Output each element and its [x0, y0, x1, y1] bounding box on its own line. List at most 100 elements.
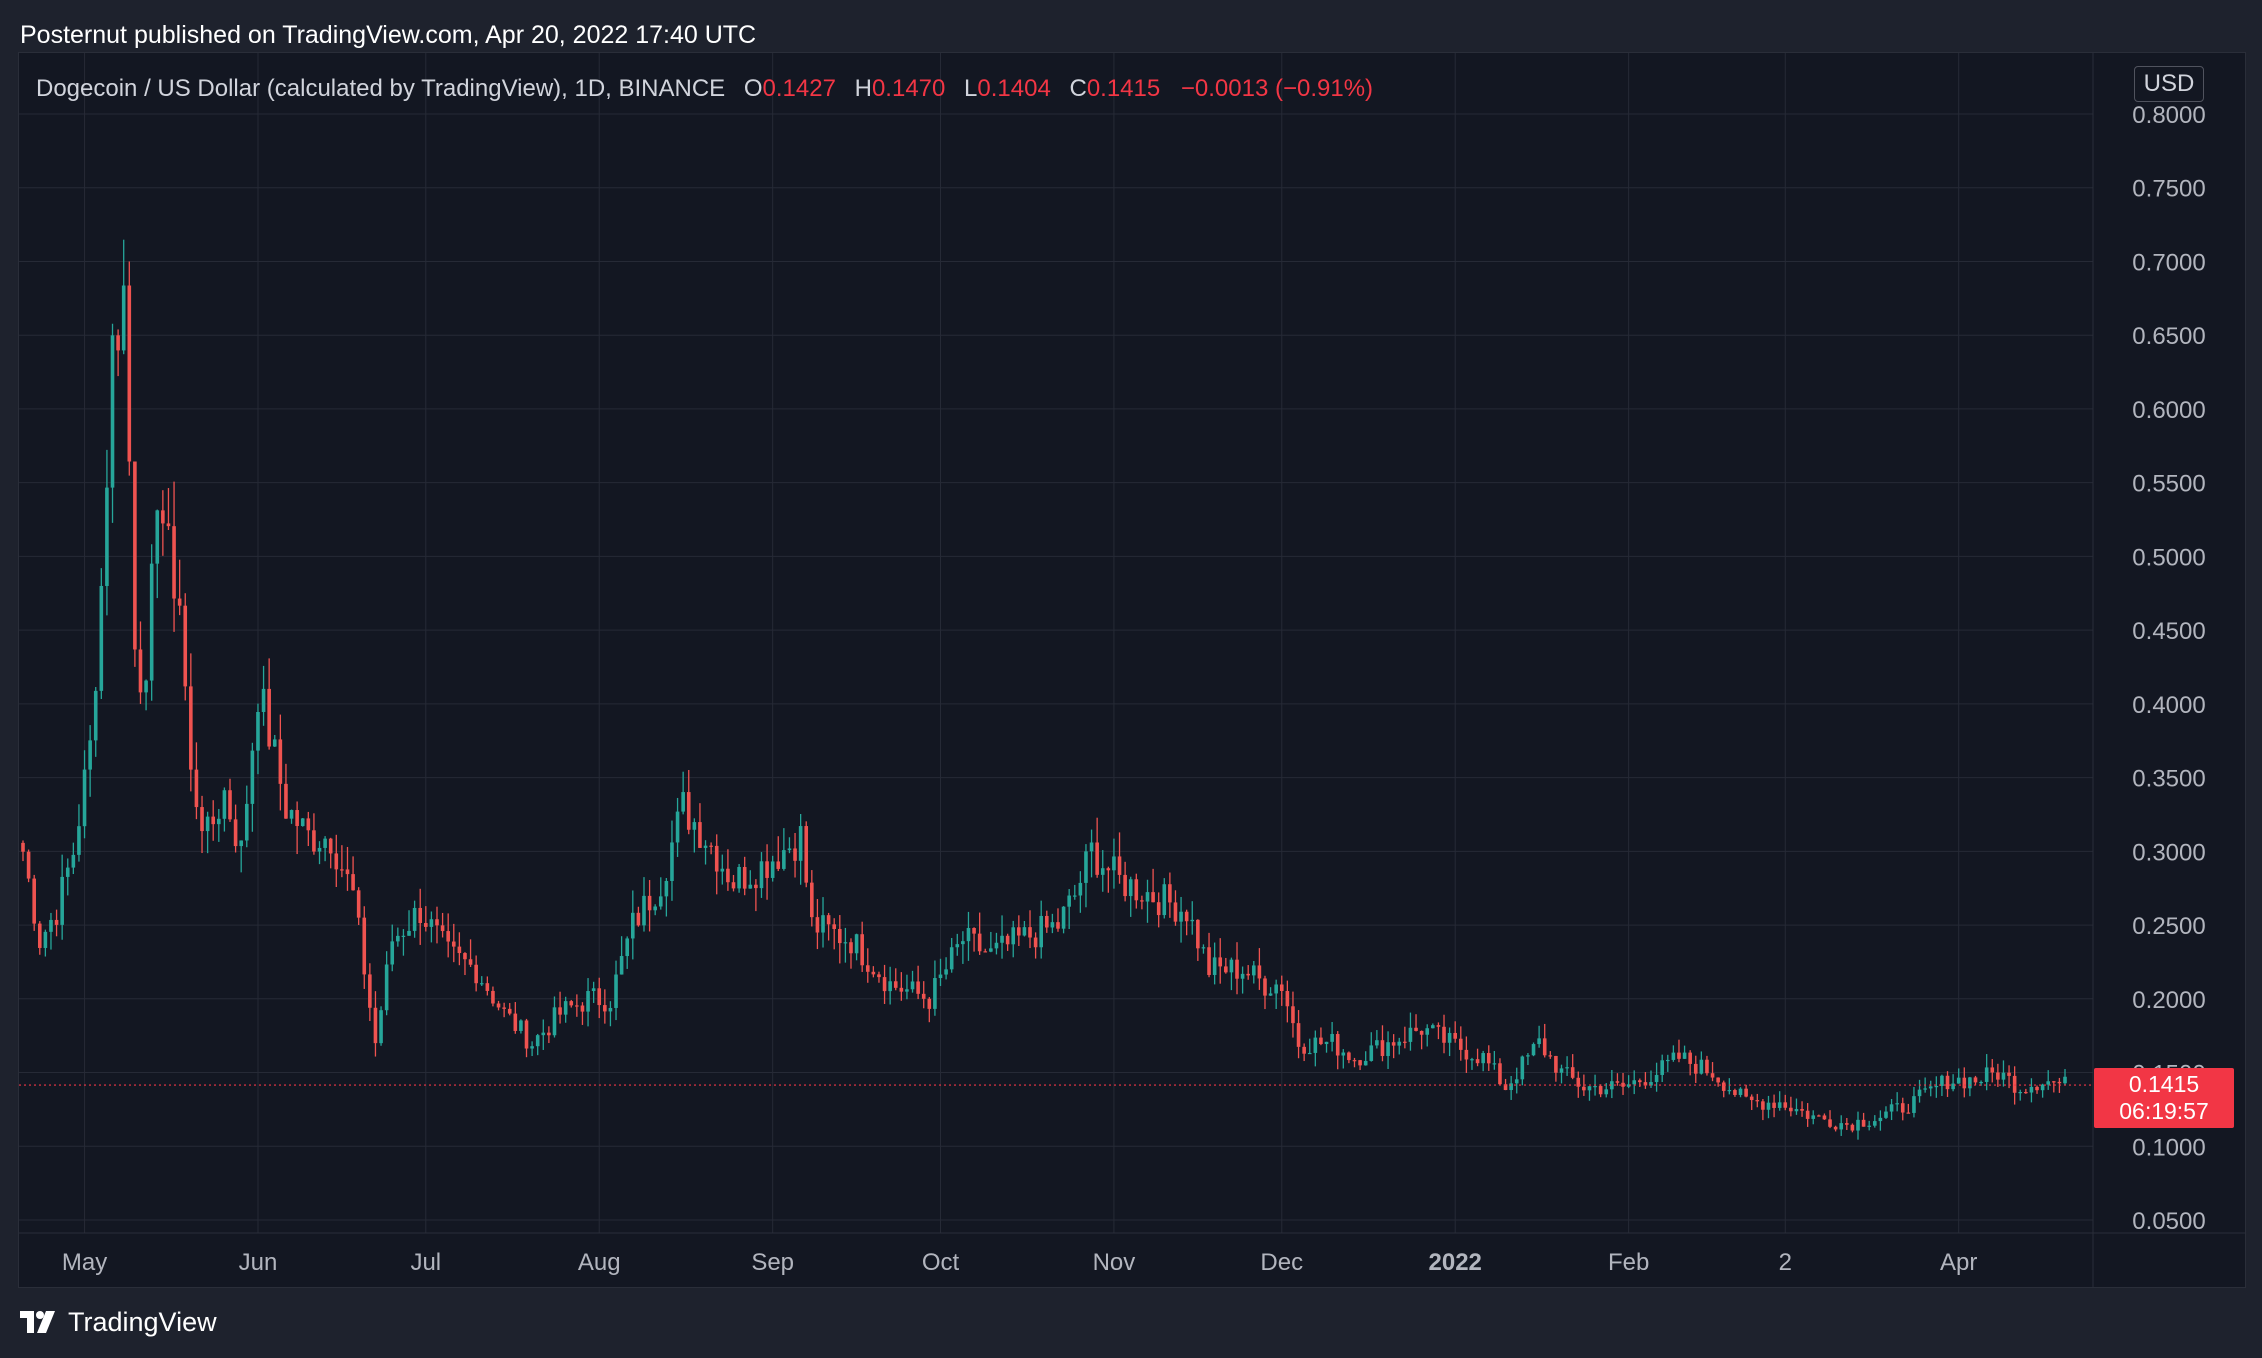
candle-body	[714, 845, 719, 872]
candle-body	[1973, 1077, 1978, 1083]
candle-body	[177, 598, 182, 606]
candle-body	[1028, 927, 1032, 938]
candle-body	[603, 1005, 607, 1012]
last-price-label: 0.1415 06:19:57	[2094, 1068, 2234, 1128]
candle-body	[440, 925, 445, 932]
candle-body	[1352, 1060, 1357, 1062]
candle-body	[306, 818, 311, 831]
currency-button[interactable]: USD	[2134, 66, 2204, 102]
candle-body	[2029, 1086, 2034, 1093]
candle-body	[2063, 1076, 2067, 1084]
candle-body	[37, 923, 42, 948]
candle-body	[832, 924, 837, 929]
candle-body	[1112, 856, 1116, 871]
candle-body	[843, 942, 848, 944]
candle-body	[233, 819, 238, 847]
y-tick-label: 0.6000	[2132, 397, 2205, 424]
candle-body	[1285, 991, 1290, 1007]
candle-body	[1123, 874, 1127, 897]
candle-body	[927, 998, 932, 1009]
symbol-title[interactable]: Dogecoin / US Dollar (calculated by Trad…	[36, 75, 726, 102]
candle-body	[1319, 1037, 1323, 1045]
chart-area[interactable]: 0.8000 0.7500 0.7000 0.6500 0.6000 0.5500 0.50…	[18, 52, 2246, 1288]
candle-body	[2040, 1084, 2045, 1091]
candle-body	[619, 956, 624, 975]
candle-body	[552, 1007, 557, 1036]
candle-body	[1503, 1084, 1508, 1091]
candle-body	[1761, 1101, 1765, 1110]
candle-body	[1134, 879, 1139, 901]
candle-body	[1145, 892, 1150, 902]
candle-body	[2035, 1086, 2039, 1091]
candle-body	[88, 740, 92, 770]
candle-body	[1039, 915, 1044, 948]
candle-body	[1878, 1117, 1883, 1122]
candle-body	[1582, 1086, 1586, 1091]
x-tick-label: Jun	[239, 1249, 278, 1276]
candle-body	[692, 822, 697, 830]
candle-body	[396, 935, 400, 942]
y-tick-label: 0.2500	[2132, 913, 2205, 940]
candle-body	[261, 688, 266, 712]
candle-body	[1677, 1052, 1681, 1059]
candle-body	[838, 928, 842, 944]
candle-body	[1235, 959, 1239, 979]
candle-body	[1542, 1038, 1547, 1056]
candle-body	[787, 848, 792, 851]
candle-body	[166, 523, 171, 527]
candle-body	[1324, 1041, 1329, 1045]
candle-body	[1246, 973, 1250, 976]
candle-body	[910, 981, 915, 990]
candle-body	[507, 1008, 512, 1014]
brand-name[interactable]: TradingView	[68, 1306, 217, 1337]
candle-body	[1330, 1034, 1334, 1042]
candle-body	[1072, 895, 1077, 897]
candle-body	[1151, 892, 1155, 903]
candle-body	[541, 1032, 546, 1036]
candle-body	[1464, 1049, 1469, 1060]
x-tick-label: Aug	[578, 1249, 621, 1276]
candle-body	[1805, 1110, 1810, 1119]
candlestick-chart[interactable]: 0.8000 0.7500 0.7000 0.6500 0.6000 0.5500 0.50…	[19, 53, 2245, 1287]
candle-body	[1022, 927, 1027, 936]
candle-body	[496, 1003, 501, 1008]
candle-body	[608, 1007, 613, 1012]
candle-body	[49, 919, 53, 932]
candle-body	[720, 868, 725, 872]
candle-body	[429, 919, 434, 927]
candle-body	[1274, 984, 1278, 994]
y-tick-label: 0.3500	[2132, 766, 2205, 793]
y-tick-label: 0.2000	[2132, 987, 2205, 1014]
candle-body	[1867, 1125, 1871, 1127]
candle-body	[653, 906, 657, 911]
candle-body	[239, 840, 243, 847]
candle-body	[1033, 937, 1038, 948]
candle-body	[1229, 959, 1234, 973]
candle-body	[1520, 1056, 1525, 1080]
candle-body	[1850, 1124, 1855, 1131]
candle-body	[284, 783, 288, 819]
candle-body	[854, 934, 859, 954]
candle-body	[1408, 1027, 1413, 1042]
candle-body	[99, 585, 104, 691]
candle-body	[1548, 1055, 1553, 1057]
candle-body	[575, 1005, 579, 1007]
candle-body	[351, 874, 355, 891]
candle-body	[658, 896, 663, 907]
candle-body	[328, 838, 333, 854]
candle-body	[1375, 1040, 1379, 1046]
candle-body	[759, 861, 764, 889]
tradingview-logo-icon[interactable]	[20, 1311, 58, 1333]
candle-body	[1436, 1025, 1441, 1027]
candle-body	[149, 563, 154, 681]
candle-body	[368, 974, 372, 1008]
candle-body	[1268, 993, 1273, 996]
candle-body	[1302, 1046, 1306, 1054]
candle-body	[1872, 1121, 1877, 1126]
candle-body	[1251, 965, 1256, 976]
candle-body	[1498, 1063, 1502, 1085]
y-tick-label: 0.5000	[2132, 544, 2205, 571]
candle-body	[485, 983, 490, 991]
candle-body	[474, 964, 478, 984]
open-value: 0.1427	[762, 75, 836, 102]
